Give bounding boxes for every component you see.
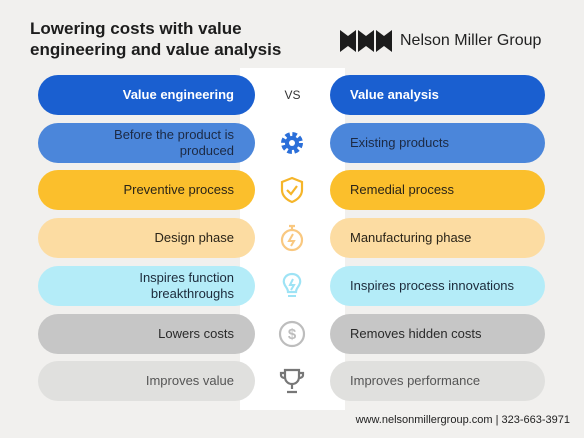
right-pill: Existing products	[330, 122, 545, 163]
right-pill: Remedial process	[330, 170, 545, 211]
left-pill-text: Preventive process	[123, 182, 234, 198]
svg-text:$: $	[288, 326, 297, 343]
left-pill-text: Before the product is produced	[114, 126, 234, 158]
logo-mark	[340, 30, 392, 52]
right-pill-text: Existing products	[350, 134, 449, 150]
right-pill: Value analysis	[330, 75, 545, 115]
footer: www.nelsonmillergroup.com | 323-663-3971	[355, 414, 570, 426]
logo-text: Nelson Miller Group	[400, 32, 542, 49]
row-icon	[279, 369, 305, 394]
left-pill-text: Lowers costs	[158, 325, 234, 341]
right-pill-text: Improves performance	[350, 373, 481, 389]
right-pill-text: Inspires process innovations	[350, 277, 515, 293]
right-pill-text: Value analysis	[350, 87, 439, 102]
right-pill: Inspires process innovations	[330, 265, 545, 306]
center-column	[240, 68, 345, 410]
logo: Nelson Miller Group	[340, 30, 541, 52]
row-icon	[280, 177, 304, 204]
left-pill-text: Value engineering	[122, 87, 234, 102]
left-pill: Before the product is produced	[38, 122, 255, 163]
row-icon	[282, 272, 302, 297]
left-pill: Lowers costs	[38, 313, 255, 354]
row-icon	[281, 131, 303, 154]
left-pill-text: Improves value	[145, 373, 234, 389]
title-line: engineering and value analysis	[30, 40, 282, 59]
left-pill: Value engineering	[38, 75, 255, 115]
left-pill-text: Design phase	[154, 230, 235, 246]
left-pill: Preventive process	[38, 170, 255, 211]
title: Lowering costs with value engineering an…	[30, 18, 281, 60]
vs-label: VS	[284, 88, 301, 102]
title-line: Lowering costs with value	[30, 19, 242, 38]
left-pill: Inspires function breakthroughs	[38, 265, 255, 306]
right-pill: Improves performance	[330, 361, 545, 402]
row-icon	[280, 224, 304, 252]
right-pill-text: Removes hidden costs	[350, 325, 482, 341]
row-icon: $	[278, 320, 306, 347]
left-pill: Design phase	[38, 218, 255, 259]
right-pill: Removes hidden costs	[330, 313, 545, 354]
left-pill-text: Inspires function breakthroughs	[139, 269, 234, 301]
right-pill-text: Manufacturing phase	[350, 230, 472, 246]
right-pill: Manufacturing phase	[330, 218, 545, 259]
right-pill-text: Remedial process	[350, 182, 455, 198]
left-pill: Improves value	[38, 361, 255, 402]
